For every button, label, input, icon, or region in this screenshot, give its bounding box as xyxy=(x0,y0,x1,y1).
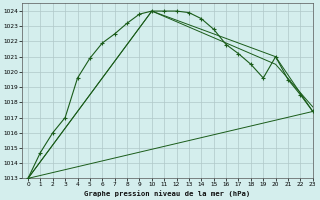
X-axis label: Graphe pression niveau de la mer (hPa): Graphe pression niveau de la mer (hPa) xyxy=(84,190,251,197)
